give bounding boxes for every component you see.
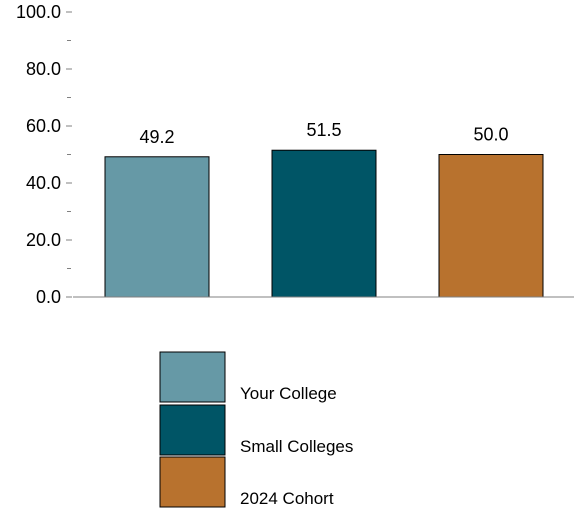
- legend-label: Small Colleges: [240, 437, 353, 456]
- bars: [104, 149, 544, 298]
- bar-value-label: 50.0: [473, 125, 508, 145]
- y-tick-label: 100.0: [16, 2, 61, 22]
- y-tick-label: 60.0: [26, 116, 61, 136]
- y-axis: 0.0 20.0 40.0 60.0 80.0 100.0: [16, 2, 72, 307]
- y-tick-label: 40.0: [26, 173, 61, 193]
- bar-value-label: 49.2: [139, 127, 174, 147]
- y-tick-label: 0.0: [36, 287, 61, 307]
- bar-2024-cohort: [438, 154, 544, 298]
- data-labels: 49.2 51.5 50.0: [139, 120, 508, 147]
- legend: Your College Small Colleges 2024 Cohort: [159, 351, 353, 508]
- bar-small-colleges: [271, 149, 377, 298]
- legend-label: Your College: [240, 384, 337, 403]
- legend-label: 2024 Cohort: [240, 489, 334, 508]
- legend-swatch: [159, 351, 226, 403]
- bar-your-college: [104, 156, 210, 298]
- legend-swatch: [159, 456, 226, 508]
- y-tick-label: 20.0: [26, 230, 61, 250]
- y-tick-label: 80.0: [26, 59, 61, 79]
- legend-swatch: [159, 404, 226, 456]
- bar-value-label: 51.5: [306, 120, 341, 140]
